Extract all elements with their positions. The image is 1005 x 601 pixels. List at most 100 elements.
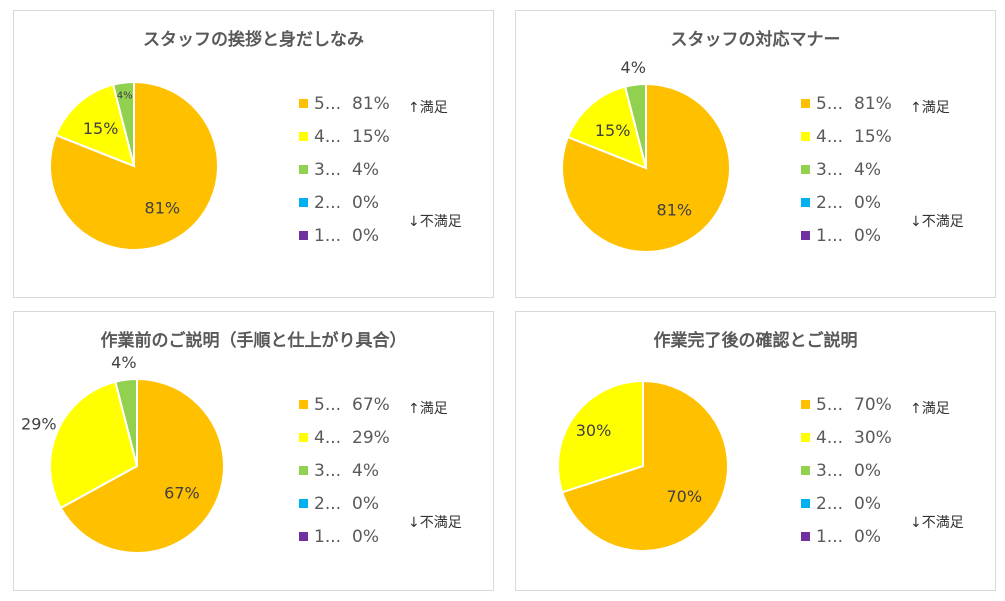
legend-item: 4... 15% [299,120,390,153]
legend-item: 5... 81% [299,87,390,120]
chart-panel-2: スタッフの対応マナー 81% 15% 4% 5... 81% 4... 15% 3... 4% 2.… [515,10,996,298]
pie-chart: 81% 15% 4% [561,58,731,253]
legend-label: 3... [816,159,844,180]
legend-label: 2... [816,493,844,514]
legend-label: 5... [816,93,844,114]
legend-label: 3... [314,159,342,180]
legend-value: 0% [352,526,379,547]
legend-swatch [801,433,810,442]
legend-label: 1... [314,225,342,246]
data-label: 29% [21,415,57,434]
legend-swatch [801,466,810,475]
legend-value: 15% [352,126,390,147]
legend-value: 30% [854,427,892,448]
unsatisfied-note: ↓不満足 [408,515,462,531]
legend-value: 0% [854,225,881,246]
legend-item: 1... 0% [801,520,892,553]
legend-swatch [801,400,810,409]
legend-item: 4... 15% [801,120,892,153]
pie-slice-5 [59,377,225,554]
pie-slice-3 [623,82,647,169]
legend-value: 70% [854,394,892,415]
satisfied-note: ↑満足 [408,100,448,116]
legend-item: 2... 0% [801,186,892,219]
legend-item: 1... 0% [801,219,892,252]
legend: 5... 81% 4... 15% 3... 4% 2... 0% 1... 0% [801,87,892,252]
legend-swatch [299,198,308,207]
legend-value: 4% [352,159,379,180]
pie-slice-5 [560,379,729,552]
data-label: 4% [111,353,136,372]
legend-value: 0% [352,493,379,514]
legend: 5... 67% 4... 29% 3... 4% 2... 0% 1... 0% [299,388,390,553]
data-label: 30% [576,421,612,440]
legend-item: 5... 67% [299,388,390,421]
chart-title: スタッフの挨拶と身だしなみ [143,30,364,50]
data-label: 81% [145,199,181,218]
legend: 5... 70% 4... 30% 3... 0% 2... 0% 1... 0% [801,388,892,553]
legend-item: 3... 4% [801,153,892,186]
unsatisfied-note: ↓不満足 [910,214,964,230]
legend-label: 4... [314,427,342,448]
pie-slice-5 [561,82,731,253]
legend-value: 29% [352,427,390,448]
legend-item: 2... 0% [299,487,390,520]
legend-swatch [299,231,308,240]
chart-title: 作業前のご説明（手順と仕上がり具合） [100,331,407,351]
legend-value: 4% [352,460,379,481]
legend-value: 0% [854,192,881,213]
data-label: 70% [666,487,702,506]
data-label: 4% [621,58,646,77]
pie-slice-4 [49,380,139,510]
legend-item: 1... 0% [299,219,390,252]
chart-title: 作業完了後の確認とご説明 [653,331,858,351]
legend-item: 4... 30% [801,421,892,454]
data-label: 15% [595,121,631,140]
legend-item: 4... 29% [299,421,390,454]
legend-label: 2... [314,493,342,514]
legend-swatch [299,99,308,108]
legend-label: 1... [314,526,342,547]
unsatisfied-note: ↓不満足 [910,515,964,531]
legend-value: 4% [854,159,881,180]
legend-label: 4... [816,427,844,448]
chart-panel-4: 作業完了後の確認とご説明 70% 30% 5... 70% 4... 30% 3... 0% 2.… [515,311,996,591]
legend-item: 2... 0% [299,186,390,219]
unsatisfied-note: ↓不満足 [408,214,462,230]
legend-swatch [299,132,308,141]
legend-label: 4... [314,126,342,147]
legend-swatch [801,165,810,174]
legend-swatch [801,499,810,508]
legend-swatch [801,231,810,240]
chart-title: スタッフの対応マナー [670,30,841,50]
legend-label: 3... [816,460,844,481]
pie-slice-3 [114,377,138,467]
legend-swatch [299,400,308,409]
legend-value: 67% [352,394,390,415]
legend-value: 0% [352,225,379,246]
chart-panel-1: スタッフの挨拶と身だしなみ 81% 15% 4% 5... 81% 4... 15% 3... 4… [13,10,494,298]
legend-value: 15% [854,126,892,147]
data-label: 15% [83,119,119,138]
legend-value: 81% [352,93,390,114]
legend-swatch [801,198,810,207]
legend-swatch [299,499,308,508]
legend-swatch [299,433,308,442]
legend-label: 4... [816,126,844,147]
legend-label: 3... [314,460,342,481]
legend-label: 2... [816,192,844,213]
legend-label: 5... [314,394,342,415]
legend-item: 5... 70% [801,388,892,421]
legend-swatch [801,99,810,108]
pie-slice-4 [54,83,136,168]
legend-value: 0% [854,526,881,547]
pie-slice-4 [566,85,648,170]
data-label: 67% [164,484,200,503]
legend-label: 5... [816,394,844,415]
pie-slice-3 [111,80,135,167]
satisfied-note: ↑満足 [910,100,950,116]
data-label: 4% [117,91,133,102]
legend-item: 3... 0% [801,454,892,487]
pie-chart: 81% 15% 4% [49,80,219,251]
legend-item: 5... 81% [801,87,892,120]
